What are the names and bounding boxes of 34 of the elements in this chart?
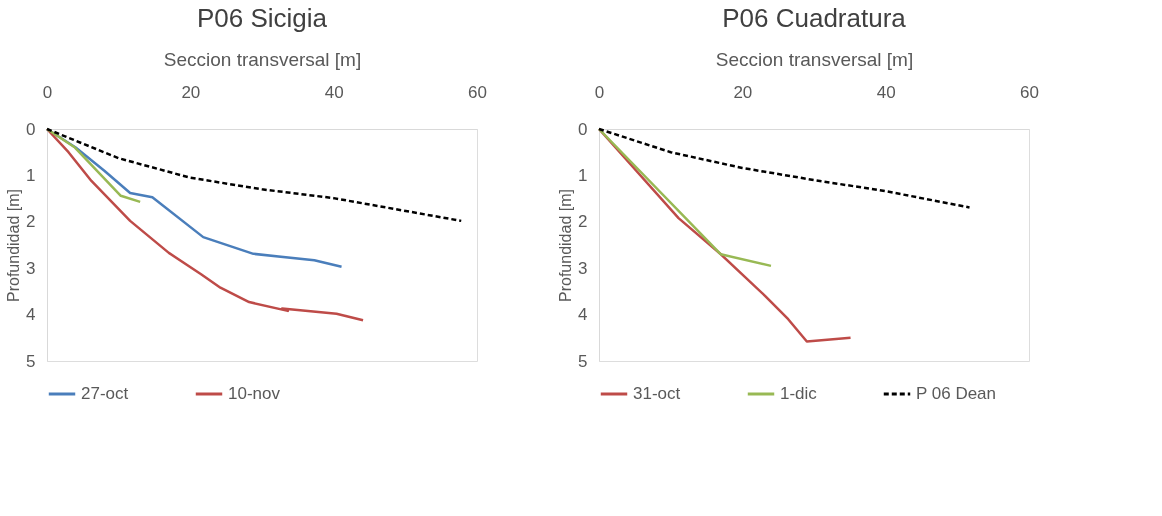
x-tick-label: 60 [1020,82,1039,102]
x-axis-title: Seccion transversal [m] [163,48,362,70]
x-tick-label: 20 [733,82,753,102]
legend-label: P 06 Dean [916,384,997,403]
line-series [597,127,971,209]
y-tick-label: 5 [26,351,36,371]
y-tick-label: 4 [26,305,36,325]
legend-label: 1-dic [780,384,818,403]
x-tick-label: 60 [468,82,487,102]
y-tick-label: 3 [578,258,588,278]
y-tick-label: 5 [578,351,588,371]
y-axis-title: Profundidad [m] [5,189,23,302]
x-axis-title: Seccion transversal [m] [715,48,914,70]
x-tick-label: 40 [324,82,344,102]
x-tick-label: 0 [42,82,53,102]
chart-title: P06 Cuadratura [722,3,907,33]
x-tick-label: 0 [594,82,605,102]
line-series [45,127,463,223]
y-tick-label: 2 [26,212,36,232]
line-series [45,127,365,322]
y-tick-label: 2 [578,212,588,232]
legend-label: 27-oct [81,384,129,403]
y-tick-label: 1 [26,165,36,185]
x-tick-label: 20 [181,82,201,102]
y-tick-label: 1 [578,165,588,185]
legend-label: 31-oct [633,384,681,403]
y-axis-title: Profundidad [m] [557,189,575,302]
x-tick-label: 40 [876,82,896,102]
y-tick-label: 0 [26,119,36,139]
y-tick-label: 4 [578,305,588,325]
y-tick-label: 3 [26,258,36,278]
y-tick-label: 0 [578,119,588,139]
chart-title: P06 Sicigia [196,3,328,33]
legend-label: 10-nov [228,384,281,403]
